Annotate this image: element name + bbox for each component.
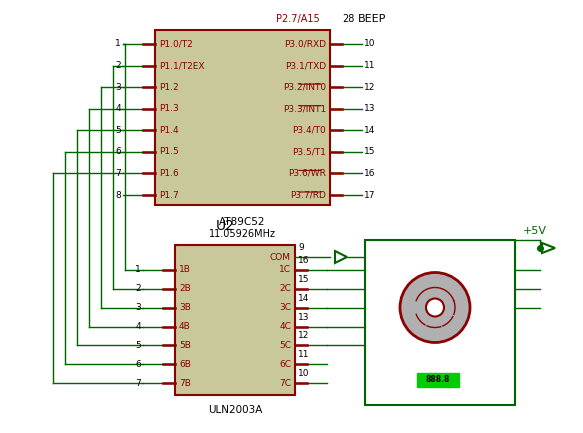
Text: 14: 14 xyxy=(364,126,375,135)
Text: 7: 7 xyxy=(135,378,141,388)
Text: 15: 15 xyxy=(298,275,310,284)
Text: BEEP: BEEP xyxy=(358,14,387,24)
Text: 14: 14 xyxy=(298,294,310,303)
Text: 2C: 2C xyxy=(279,284,291,293)
Text: +5V: +5V xyxy=(523,226,547,236)
Text: P1.4: P1.4 xyxy=(159,126,178,135)
Text: 4: 4 xyxy=(115,104,121,113)
Text: 7C: 7C xyxy=(279,378,291,388)
Text: P1.6: P1.6 xyxy=(159,169,179,178)
Text: P3.3/INT1: P3.3/INT1 xyxy=(283,104,326,113)
Text: 16: 16 xyxy=(364,169,375,178)
Text: 3: 3 xyxy=(135,303,141,312)
Text: 6: 6 xyxy=(135,360,141,368)
Text: P3.0/RXD: P3.0/RXD xyxy=(284,39,326,48)
Text: P3.1/TXD: P3.1/TXD xyxy=(285,61,326,70)
Text: 4C: 4C xyxy=(279,322,291,331)
Text: 6B: 6B xyxy=(179,360,191,368)
Text: 15: 15 xyxy=(364,147,375,156)
Bar xyxy=(175,245,295,395)
Text: 5C: 5C xyxy=(279,341,291,350)
Text: AT89C52: AT89C52 xyxy=(219,217,266,227)
Text: 5: 5 xyxy=(115,126,121,135)
Text: 5: 5 xyxy=(135,341,141,350)
Text: ULN2003A: ULN2003A xyxy=(208,405,262,415)
Text: 1: 1 xyxy=(115,39,121,48)
Text: 7B: 7B xyxy=(179,378,191,388)
Text: 11.05926MHz: 11.05926MHz xyxy=(209,229,276,239)
Text: 7: 7 xyxy=(115,169,121,178)
Text: P1.1/T2EX: P1.1/T2EX xyxy=(159,61,205,70)
Text: 11: 11 xyxy=(298,350,310,359)
Circle shape xyxy=(400,272,470,343)
Text: 3C: 3C xyxy=(279,303,291,312)
Text: 1C: 1C xyxy=(279,265,291,275)
Text: 3: 3 xyxy=(115,83,121,92)
Text: 2: 2 xyxy=(135,284,141,293)
Text: 17: 17 xyxy=(364,191,375,200)
Bar xyxy=(155,30,330,205)
Text: P3.2/INT0: P3.2/INT0 xyxy=(283,83,326,92)
Text: 888.8: 888.8 xyxy=(426,375,450,385)
Text: 10: 10 xyxy=(298,369,310,378)
Text: 13: 13 xyxy=(298,313,310,321)
Text: 11: 11 xyxy=(364,61,375,70)
Text: 6C: 6C xyxy=(279,360,291,368)
Text: 2B: 2B xyxy=(179,284,191,293)
Text: P1.2: P1.2 xyxy=(159,83,178,92)
Text: P1.0/T2: P1.0/T2 xyxy=(159,39,193,48)
Text: P3.5/T1: P3.5/T1 xyxy=(292,147,326,156)
Text: 6: 6 xyxy=(115,147,121,156)
Text: COM: COM xyxy=(270,252,291,262)
Text: 28: 28 xyxy=(342,14,354,24)
Circle shape xyxy=(426,298,444,317)
Bar xyxy=(417,373,459,387)
Text: 12: 12 xyxy=(364,83,375,92)
Text: 4B: 4B xyxy=(179,322,191,331)
Text: 4: 4 xyxy=(135,322,141,331)
Text: 12: 12 xyxy=(298,331,310,340)
Text: 3B: 3B xyxy=(179,303,191,312)
Text: P1.3: P1.3 xyxy=(159,104,179,113)
Text: 13: 13 xyxy=(364,104,375,113)
Text: P3.4/T0: P3.4/T0 xyxy=(292,126,326,135)
Text: P2.7/A15: P2.7/A15 xyxy=(276,14,320,24)
Text: 1B: 1B xyxy=(179,265,191,275)
Text: P3.7/RD: P3.7/RD xyxy=(290,191,326,200)
Text: 8: 8 xyxy=(115,191,121,200)
Text: 1: 1 xyxy=(135,265,141,275)
Bar xyxy=(365,240,515,405)
Text: P3.6/WR: P3.6/WR xyxy=(288,169,326,178)
Text: P1.7: P1.7 xyxy=(159,191,179,200)
Text: 5B: 5B xyxy=(179,341,191,350)
Text: 16: 16 xyxy=(298,256,310,265)
Text: P1.5: P1.5 xyxy=(159,147,179,156)
Text: 10: 10 xyxy=(364,39,375,48)
Text: U2: U2 xyxy=(216,219,234,233)
Text: 9: 9 xyxy=(298,243,304,252)
Text: 2: 2 xyxy=(115,61,121,70)
